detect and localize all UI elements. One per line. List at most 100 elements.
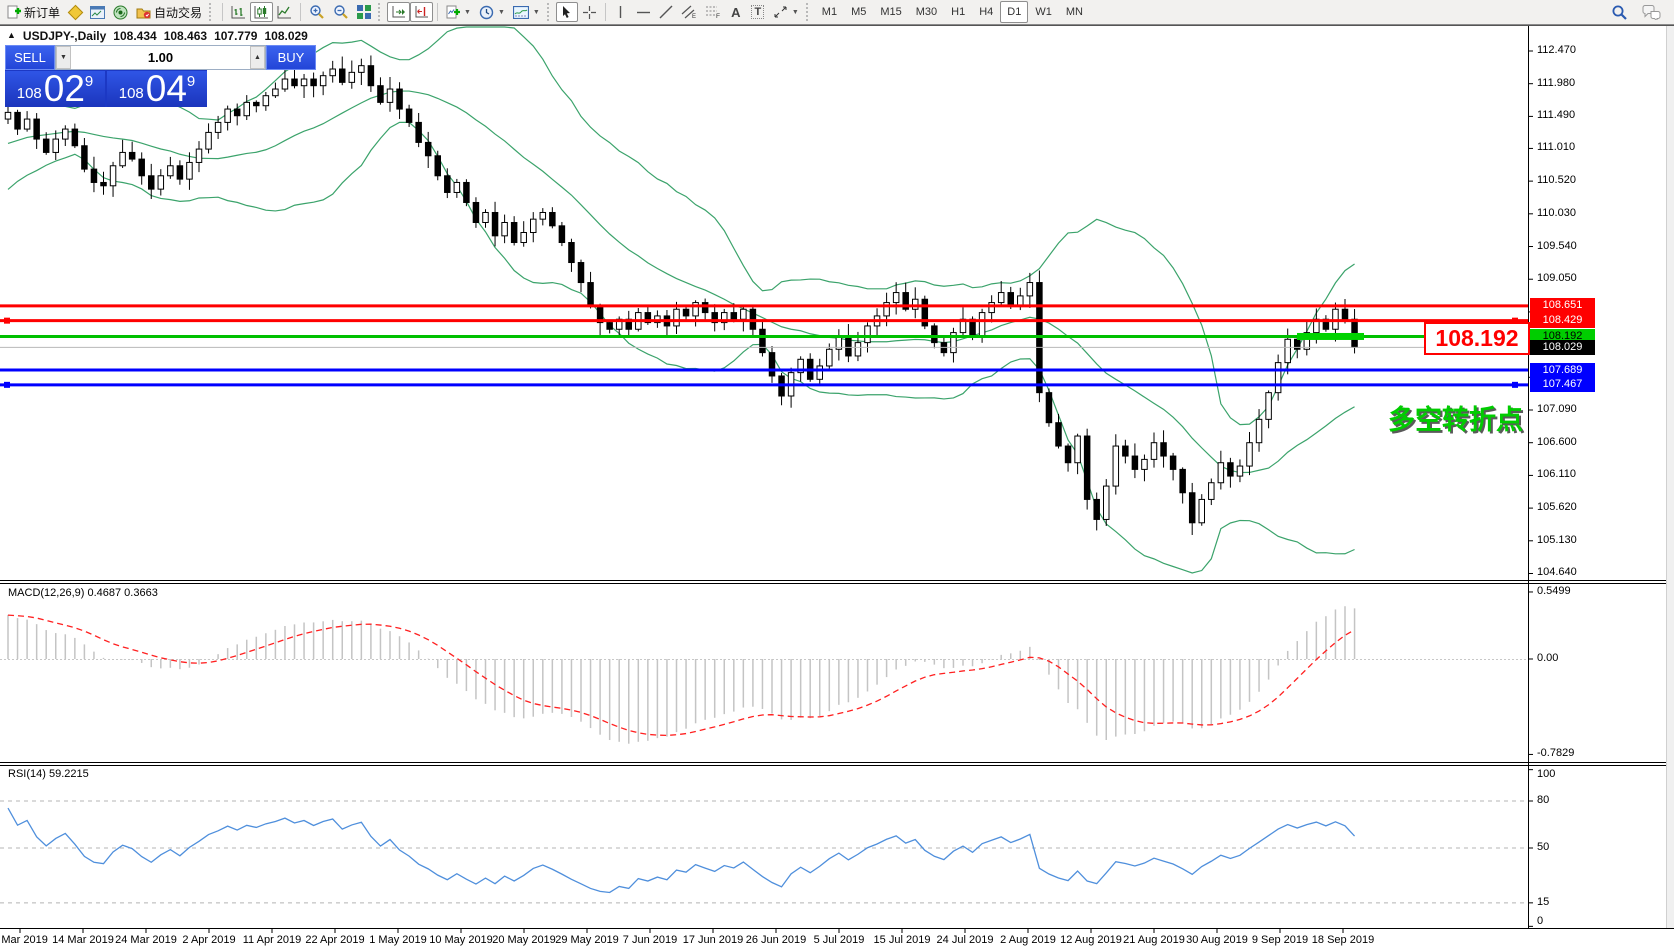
date-tick-label: 2 Apr 2019 xyxy=(182,934,236,946)
signals-button[interactable] xyxy=(109,2,132,22)
axis-tick-label: 50 xyxy=(1537,841,1550,853)
buy-price-big: 04 xyxy=(145,68,187,109)
metaeditor-button[interactable] xyxy=(64,2,86,22)
buy-price[interactable]: 108 04 9 xyxy=(107,68,207,109)
periods-button[interactable]: ▼ xyxy=(475,2,509,22)
arrows-button[interactable]: ▼ xyxy=(769,2,803,22)
templates-button[interactable]: ▼ xyxy=(509,2,544,22)
timeframe-button-m15[interactable]: M15 xyxy=(880,6,902,18)
timeframe-button-m30[interactable]: M30 xyxy=(915,6,938,18)
date-tick-label: 10 May 2019 xyxy=(429,934,493,946)
new-order-icon xyxy=(7,5,21,19)
candlestick-button[interactable] xyxy=(250,2,274,22)
autotrading-icon xyxy=(136,8,151,18)
axis-tick-label: 104.640 xyxy=(1537,566,1577,579)
cursor-icon xyxy=(563,6,571,18)
fibonacci-button[interactable]: F xyxy=(701,2,725,22)
macd-histogram xyxy=(7,606,1356,744)
toolbar-drag-handle[interactable] xyxy=(546,3,553,21)
autoscroll-button[interactable] xyxy=(387,2,411,22)
bar-chart-icon xyxy=(231,6,246,19)
trendline-icon xyxy=(659,5,673,19)
crosshair-button[interactable] xyxy=(578,2,601,22)
autotrading-label: 自动交易 xyxy=(154,5,203,20)
line-chart-button[interactable] xyxy=(273,2,296,22)
tile-windows-button[interactable] xyxy=(353,2,375,22)
new-chart-button[interactable] xyxy=(86,2,109,22)
axis-tick-label: 109.050 xyxy=(1537,272,1577,285)
buy-button[interactable]: BUY xyxy=(266,45,316,70)
timeframe-button-m1[interactable]: M1 xyxy=(821,6,838,18)
cursor-button[interactable] xyxy=(555,2,578,22)
axis-tick-label: 109.540 xyxy=(1537,239,1577,252)
toolbar-drag-handle[interactable] xyxy=(378,3,384,21)
chart-shift-button[interactable] xyxy=(410,2,434,22)
bollinger-upper xyxy=(7,26,1355,426)
window-edge xyxy=(1666,26,1674,928)
bollinger-middle xyxy=(7,90,1355,474)
annotation-note[interactable]: 多空转折点 xyxy=(1388,405,1523,435)
indicators-button[interactable]: ▼ xyxy=(442,2,475,22)
axis-tick-label: 0.00 xyxy=(1537,652,1559,664)
axis-tick-label: 107.090 xyxy=(1537,403,1577,415)
periods-dropdown-arrow[interactable]: ▼ xyxy=(497,8,505,16)
timeframe-button-d1[interactable]: D1 xyxy=(1000,1,1029,23)
date-tick-label: 30 Aug 2019 xyxy=(1186,934,1248,946)
search-button[interactable] xyxy=(1607,2,1632,22)
date-tick-label: 18 Sep 2019 xyxy=(1311,934,1375,946)
date-tick-label: 5 Mar 2019 xyxy=(0,934,48,946)
volume-decrease-button[interactable]: ▼ xyxy=(56,46,71,69)
chat-button[interactable] xyxy=(1638,2,1665,22)
vertical-line-button[interactable] xyxy=(610,2,632,22)
axis-tick-label: 111.980 xyxy=(1537,76,1576,89)
toolbar: 新订单 自动交易 ▼ ▼ xyxy=(0,0,1674,25)
indicators-dropdown-arrow[interactable]: ▼ xyxy=(464,8,471,16)
arrows-icon xyxy=(774,6,787,18)
toolbar-drag-handle[interactable] xyxy=(209,3,215,21)
svg-text:F: F xyxy=(716,13,720,19)
axis-tick-label: 15 xyxy=(1537,895,1550,908)
horizontal-line-button[interactable] xyxy=(632,2,655,22)
price-callout[interactable]: 108.192 xyxy=(1424,322,1530,355)
new-chart-icon xyxy=(90,5,106,19)
metaeditor-icon xyxy=(67,4,83,20)
sell-button[interactable]: SELL xyxy=(5,45,55,70)
new-order-button[interactable]: 新订单 xyxy=(3,2,64,22)
date-tick-label: 12 Aug 2019 xyxy=(1060,934,1122,946)
timeframe-button-mn[interactable]: MN xyxy=(1065,6,1083,18)
volume-increase-button[interactable]: ▲ xyxy=(250,46,265,69)
zoom-out-button[interactable] xyxy=(329,2,353,22)
fibonacci-icon: F xyxy=(705,6,720,19)
bar-chart-button[interactable] xyxy=(227,2,250,22)
axis-tick-label: 106.600 xyxy=(1537,435,1577,448)
chat-icon xyxy=(1642,4,1661,20)
equidistant-channel-button[interactable]: E xyxy=(677,2,701,22)
trendline-button[interactable] xyxy=(655,2,677,22)
timeframe-button-w1[interactable]: W1 xyxy=(1035,6,1052,18)
text-icon: A xyxy=(731,4,741,20)
date-tick-label: 5 Jul 2019 xyxy=(813,934,865,946)
arrows-dropdown-arrow[interactable]: ▼ xyxy=(791,8,799,16)
timeframe-button-h4[interactable]: H4 xyxy=(979,6,994,18)
sell-price[interactable]: 108 02 9 xyxy=(5,70,105,107)
zoom-in-button[interactable] xyxy=(305,2,329,22)
one-click-trading-panel: SELL ▼ ▲ BUY 108 02 9 108 04 9 xyxy=(5,45,316,109)
timeframe-button-h1[interactable]: H1 xyxy=(951,6,966,18)
volume-input[interactable] xyxy=(71,46,250,69)
text-label-button[interactable]: T xyxy=(747,2,769,22)
ohlc-open: 108.434 xyxy=(113,29,157,43)
axis-tick-label: 106.110 xyxy=(1537,468,1576,481)
buy-price-prefix: 108 xyxy=(118,85,144,102)
text-button[interactable]: A xyxy=(725,2,747,22)
date-tick-label: 21 Aug 2019 xyxy=(1123,934,1185,946)
collapse-panel-icon[interactable]: ▲ xyxy=(7,30,16,40)
templates-dropdown-arrow[interactable]: ▼ xyxy=(532,8,540,16)
autotrading-button[interactable]: 自动交易 xyxy=(132,2,206,22)
toolbar-drag-handle[interactable] xyxy=(805,3,812,21)
equidistant-channel-icon: E xyxy=(681,5,696,19)
chart-symbol: USDJPY-,Daily xyxy=(22,29,107,43)
ohlc-close: 108.029 xyxy=(264,29,308,43)
crosshair-icon xyxy=(582,5,596,19)
timeframe-button-m5[interactable]: M5 xyxy=(851,6,867,18)
